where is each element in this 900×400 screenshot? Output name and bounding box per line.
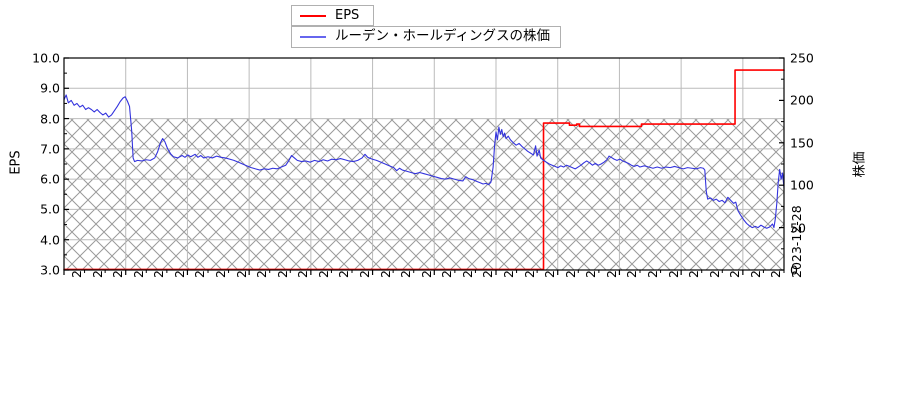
- y-axis-right-tick-label: 0: [790, 262, 798, 278]
- legend-label-stock-price: ルーデン・ホールディングスの株価: [335, 28, 551, 45]
- y-axis-left-tick-label: 10.0: [32, 50, 60, 66]
- y-axis-left-tick-label: 9.0: [40, 80, 60, 96]
- legend-label-eps: EPS: [335, 8, 360, 23]
- y-axis-left-tick-label: 7.0: [40, 141, 60, 157]
- y-axis-left-tick-label: 3.0: [40, 262, 60, 278]
- y-axis-left-tick-label: 6.0: [40, 171, 60, 187]
- y-axis-right-tick-label: 150: [790, 135, 814, 151]
- y-axis-right-tick-label: 250: [790, 50, 814, 66]
- legend-swatch-eps: [300, 14, 326, 17]
- legend-item-stock-price: ルーデン・ホールディングスの株価: [291, 26, 562, 48]
- legend-swatch-stock-price: [300, 36, 326, 38]
- legend-item-eps: EPS: [291, 5, 375, 26]
- y-axis-right-tick-label: 100: [790, 177, 814, 193]
- y-axis-left-ticks: 3.0 4.0 5.0 6.0 7.0 8.0 9.0 10.0: [0, 0, 60, 400]
- y-axis-right-ticks: 0 50 100 150 200 250: [790, 0, 840, 400]
- y-axis-right-tick-label: 200: [790, 92, 814, 108]
- y-axis-left-tick-label: 8.0: [40, 111, 60, 127]
- y-axis-left-tick-label: 4.0: [40, 232, 60, 248]
- y-axis-right-tick-label: 50: [790, 220, 806, 236]
- y-axis-left-tick-label: 5.0: [40, 201, 60, 217]
